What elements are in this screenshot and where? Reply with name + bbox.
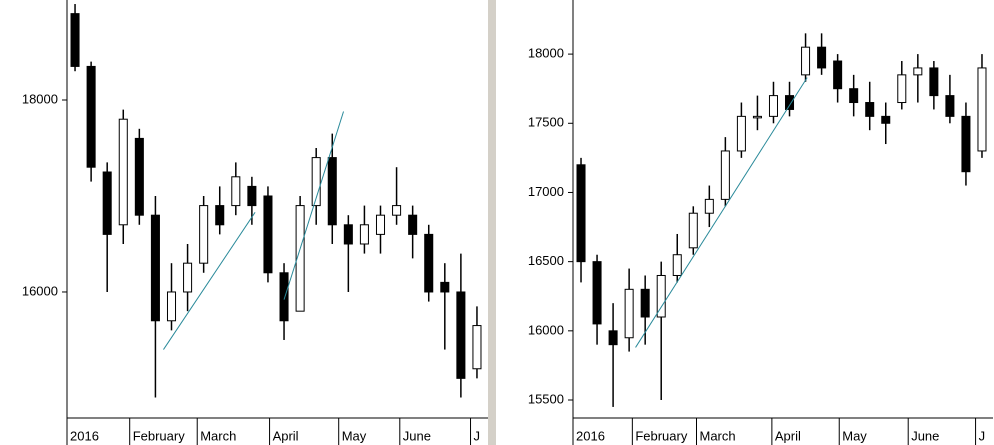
splitter (488, 0, 496, 445)
candle-body (327, 157, 337, 226)
y-tick-label: 15500 (528, 391, 564, 406)
right-panel (496, 0, 994, 445)
x-tick-label: February (133, 428, 186, 443)
candle-body (392, 205, 402, 216)
candle-body (752, 115, 762, 119)
candle-body (408, 214, 418, 235)
candle-body (456, 291, 466, 379)
candle-body (720, 150, 730, 200)
candle-body (576, 164, 586, 263)
candle-body (311, 157, 321, 207)
candle-body (656, 274, 666, 318)
candle-body (118, 118, 128, 226)
candle-body (263, 195, 273, 274)
candle-body (231, 176, 241, 207)
candle-body (672, 254, 682, 276)
candle-body (150, 214, 160, 322)
candle-body (215, 205, 225, 226)
trend-line (283, 111, 344, 300)
candle-body (913, 67, 923, 76)
y-tick-label: 18000 (22, 91, 58, 106)
candle-body (833, 60, 843, 90)
x-tick-label: June (911, 428, 939, 443)
candle-body (70, 13, 80, 67)
candle-body (183, 262, 193, 293)
y-tick-label: 16000 (528, 322, 564, 337)
candle-body (247, 185, 257, 207)
candle-body (279, 272, 289, 322)
x-tick-label: March (699, 428, 735, 443)
x-tick-label: J (474, 428, 481, 443)
x-tick-label: April (775, 428, 801, 443)
candle-body (945, 95, 955, 117)
candle-body (849, 88, 859, 104)
x-tick-label: June (403, 428, 431, 443)
y-tick-label: 17000 (528, 184, 564, 199)
candle-body (801, 46, 811, 76)
candle-body (817, 46, 827, 69)
x-tick-label: February (635, 428, 688, 443)
candle-body (977, 67, 987, 152)
candle-body (897, 74, 907, 104)
candle-body (961, 115, 971, 173)
candle-body (608, 330, 618, 346)
candle-body (785, 95, 795, 110)
candle-body (768, 95, 778, 117)
candle-body (424, 233, 434, 293)
candle-body (343, 224, 353, 245)
x-tick-label: May (342, 428, 367, 443)
candle-body (736, 115, 746, 152)
x-tick-label: 2016 (70, 428, 99, 443)
candle-body (640, 288, 650, 318)
x-tick-label: March (200, 428, 236, 443)
candle-body (375, 214, 386, 235)
trend-line (635, 77, 808, 348)
x-tick-label: May (842, 428, 867, 443)
candle-body (624, 288, 634, 339)
y-tick-label: 16000 (22, 283, 58, 298)
y-tick-label: 18000 (528, 46, 564, 61)
x-tick-label: April (273, 428, 299, 443)
candle-body (86, 65, 96, 168)
y-tick-label: 16500 (528, 253, 564, 268)
y-tick-label: 17500 (528, 115, 564, 130)
candle-body (440, 281, 450, 293)
candle-body (929, 67, 939, 97)
candle-body (472, 325, 482, 370)
left-panel (0, 0, 488, 445)
candle-body (199, 205, 209, 264)
candle-body (102, 171, 112, 235)
candle-body (134, 137, 144, 216)
candle-body (704, 198, 714, 214)
candle-body (295, 205, 305, 312)
candle-body (881, 115, 891, 124)
candle-body (865, 102, 875, 117)
candle-body (359, 224, 369, 245)
candle-body (688, 212, 698, 249)
trend-line (163, 212, 256, 350)
candle-body (166, 291, 177, 322)
candle-body (592, 261, 602, 325)
x-tick-label: 2016 (576, 428, 605, 443)
x-tick-label: J (979, 428, 986, 443)
